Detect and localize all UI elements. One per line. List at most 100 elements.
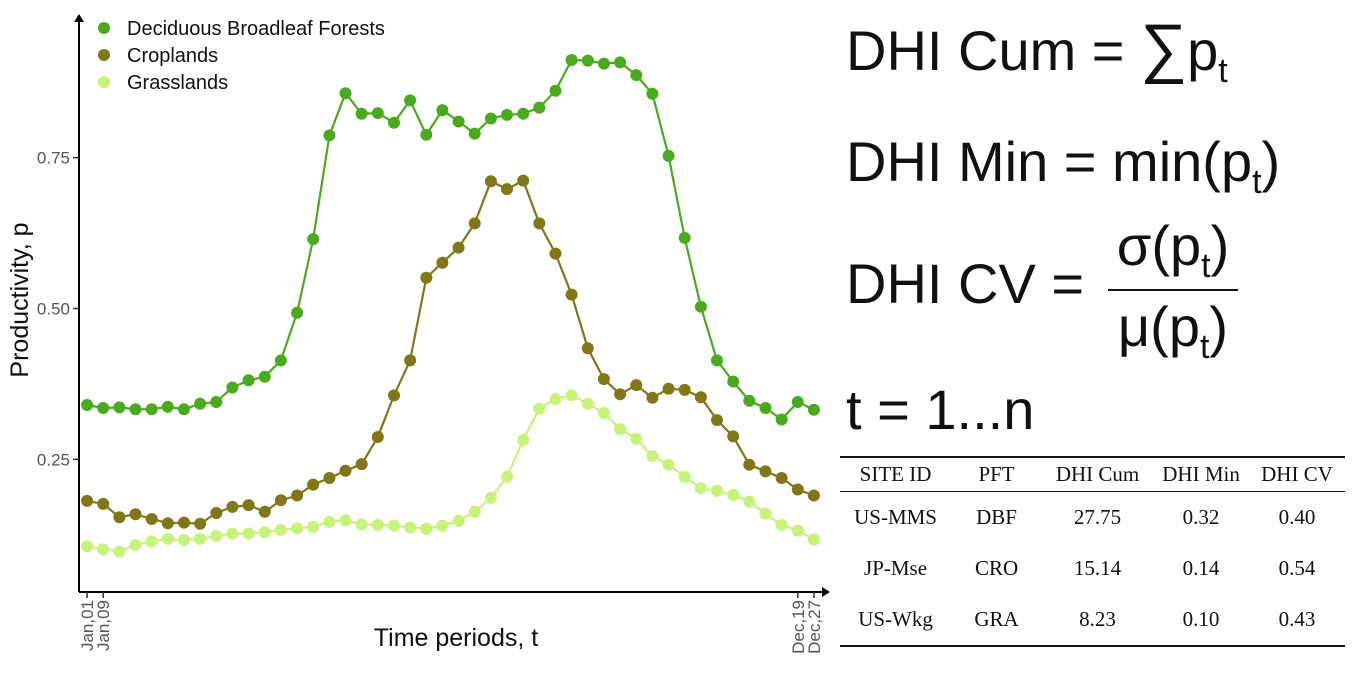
dhi-cum-subscript: t	[1218, 52, 1228, 90]
y-tick-label: 0.50	[37, 300, 70, 319]
legend-label: Deciduous Broadleaf Forests	[127, 18, 385, 40]
data-point	[226, 500, 239, 513]
data-point	[436, 519, 449, 532]
data-point	[581, 54, 594, 67]
dhi-min-label: DHI Min = min(p	[846, 130, 1253, 193]
data-point	[775, 519, 788, 531]
data-point	[113, 401, 126, 414]
data-point	[355, 107, 368, 120]
cv-num-subscript: t	[1201, 247, 1211, 285]
dhi-min-subscript: t	[1252, 163, 1262, 201]
data-point	[258, 370, 271, 383]
data-point	[404, 521, 417, 534]
data-point	[388, 116, 400, 129]
series-line	[86, 179, 815, 525]
y-axis-label: Productivity, p	[6, 222, 34, 377]
data-point	[694, 300, 707, 313]
series-line	[86, 58, 815, 421]
data-point	[242, 499, 255, 512]
data-point	[484, 175, 497, 188]
data-point	[355, 458, 368, 471]
data-point	[614, 423, 627, 436]
data-point	[517, 174, 530, 187]
data-point	[646, 450, 659, 463]
cell-dhi-min: 0.14	[1182, 556, 1220, 581]
data-point	[694, 391, 707, 404]
data-point	[743, 495, 756, 508]
data-point	[662, 382, 675, 395]
data-point	[371, 431, 384, 443]
data-point	[388, 389, 400, 402]
data-point	[226, 527, 239, 540]
data-point	[807, 533, 820, 546]
data-point	[274, 523, 287, 536]
cell-dhi-cv: 0.40	[1278, 505, 1316, 530]
data-point	[565, 54, 578, 66]
data-point	[226, 381, 239, 394]
data-point	[565, 288, 578, 301]
data-point	[517, 107, 530, 120]
data-point	[549, 393, 562, 405]
cell-site-id: US-Wkg	[840, 594, 952, 648]
data-point	[258, 526, 271, 539]
dhi-cum-label: DHI Cum =	[846, 19, 1141, 82]
data-point	[210, 529, 223, 542]
data-point	[129, 403, 142, 416]
data-point	[210, 507, 223, 519]
data-point	[759, 402, 772, 414]
data-point	[274, 354, 287, 367]
data-point	[113, 545, 126, 558]
data-point	[339, 464, 352, 477]
x-tick-label: Dec,27	[805, 600, 824, 654]
legend-marker	[98, 22, 110, 34]
sum-symbol: ∑	[1140, 10, 1188, 84]
data-point	[484, 112, 497, 125]
data-point	[161, 532, 174, 545]
data-point	[711, 484, 723, 497]
data-point	[81, 540, 94, 553]
data-point	[242, 374, 255, 387]
dhi-cum-p: p	[1187, 19, 1219, 82]
data-point	[404, 94, 417, 107]
data-point	[711, 354, 723, 367]
cell-dhi-cv: 0.43	[1249, 594, 1345, 648]
cell-dhi-cum: 8.23	[1041, 594, 1154, 648]
data-point	[678, 383, 691, 396]
x-tick-label: Dec,19	[789, 600, 808, 654]
data-point	[291, 306, 304, 319]
data-point	[791, 524, 804, 537]
data-point	[323, 472, 336, 484]
data-point	[145, 403, 158, 416]
data-point	[694, 482, 707, 495]
data-point	[452, 115, 465, 128]
data-point	[97, 543, 110, 556]
data-point	[258, 505, 271, 518]
data-point	[404, 354, 417, 367]
cell-pft: GRA	[951, 594, 1042, 648]
y-tick-label: 0.75	[37, 149, 70, 168]
data-point	[307, 520, 320, 533]
data-point	[614, 388, 627, 401]
header-dhi-cv: DHI CV	[1249, 456, 1345, 493]
cell-dhi-min: 0.10	[1153, 594, 1250, 648]
data-point	[597, 57, 610, 70]
cell-dhi-cum: 15.14	[1073, 556, 1122, 581]
data-point	[210, 396, 223, 408]
header-dhi-cum: DHI Cum	[1041, 456, 1154, 493]
dhi-cv-label: DHI CV =	[846, 252, 1085, 315]
header-site-id: SITE ID	[840, 456, 952, 493]
data-point	[161, 517, 174, 530]
cell-pft: CRO	[974, 556, 1019, 581]
data-point	[178, 534, 190, 547]
data-point	[630, 432, 643, 445]
dhi-cv-fraction: σ(pt) μ(pt)	[1108, 218, 1238, 364]
data-point	[678, 231, 691, 244]
data-point	[759, 507, 772, 520]
data-point	[501, 470, 513, 483]
data-point	[807, 489, 820, 502]
data-point	[597, 373, 610, 386]
data-point	[371, 519, 384, 531]
data-point	[339, 514, 352, 527]
y-tick-label: 0.25	[37, 450, 70, 469]
